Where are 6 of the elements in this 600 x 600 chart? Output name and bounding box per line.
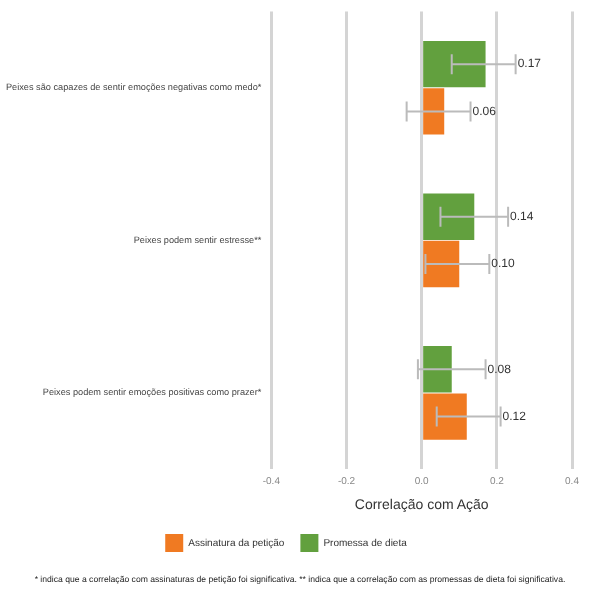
bar	[423, 193, 475, 240]
bar	[423, 240, 460, 288]
bar	[423, 393, 467, 440]
bar	[423, 346, 452, 393]
bar	[423, 88, 445, 135]
bar	[423, 40, 486, 88]
